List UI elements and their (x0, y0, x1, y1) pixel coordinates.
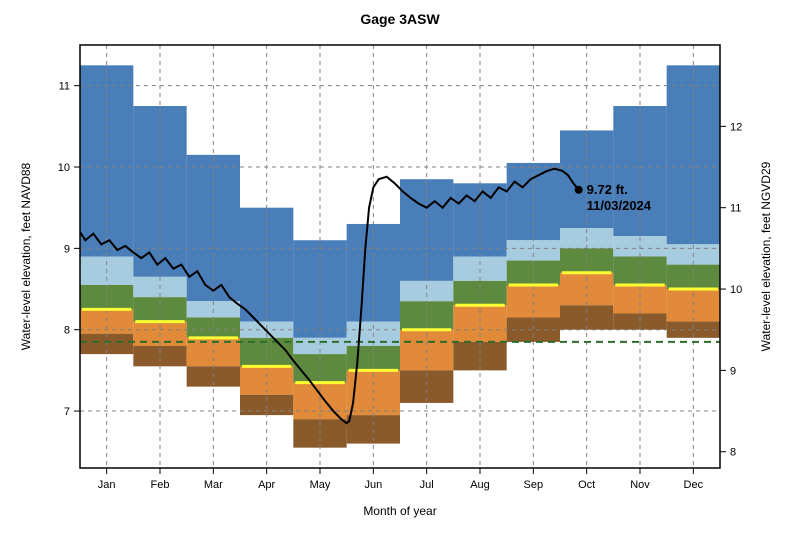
yaxis-right-label: Water-level elevation, feet NGVD29 (759, 161, 773, 351)
band-p90-top (667, 65, 720, 244)
xtick-label: Jan (98, 479, 116, 491)
chart-title: Gage 3ASW (360, 11, 440, 27)
xtick-label: Jun (364, 479, 382, 491)
xaxis-label: Month of year (363, 504, 436, 518)
ytick-left-label: 11 (59, 81, 70, 93)
yaxis-left-label: Water-level elevation, feet NAVD88 (19, 162, 33, 350)
ytick-right-label: 9 (730, 365, 736, 377)
xtick-label: Sep (524, 479, 544, 491)
xtick-label: Dec (684, 479, 704, 491)
chart-container: 9.72 ft.11/03/2024 7 8 9 10 11 8 9 10 11 12 Jan Feb M… (0, 0, 800, 533)
xtick-label: Apr (258, 479, 275, 491)
ytick-right-label: 10 (730, 284, 742, 296)
band-p75-90 (507, 240, 560, 260)
ytick-right-label: 11 (730, 203, 741, 215)
ytick-right-label: 12 (730, 121, 742, 133)
xtick-label: Oct (578, 479, 595, 491)
ytick-left-label: 9 (64, 243, 70, 255)
ytick-right-label: 8 (730, 447, 736, 459)
xtick-label: Feb (151, 479, 170, 491)
xtick-label: Jul (420, 479, 434, 491)
xtick-label: Mar (204, 479, 223, 491)
ytick-left-label: 8 (64, 325, 70, 337)
annotation-date: 11/03/2024 (587, 198, 652, 213)
xtick-label: Aug (470, 479, 490, 491)
ytick-left-label: 10 (58, 162, 70, 174)
chart-svg: 9.72 ft.11/03/2024 7 8 9 10 11 8 9 10 11 12 Jan Feb M… (0, 0, 800, 533)
ytick-left-label: 7 (64, 406, 70, 418)
xtick-label: May (310, 479, 331, 491)
timeseries-end-point (575, 186, 583, 194)
xtick-label: Nov (630, 479, 650, 491)
band-p75-90 (400, 281, 453, 301)
annotation-value: 9.72 ft. (587, 182, 628, 197)
